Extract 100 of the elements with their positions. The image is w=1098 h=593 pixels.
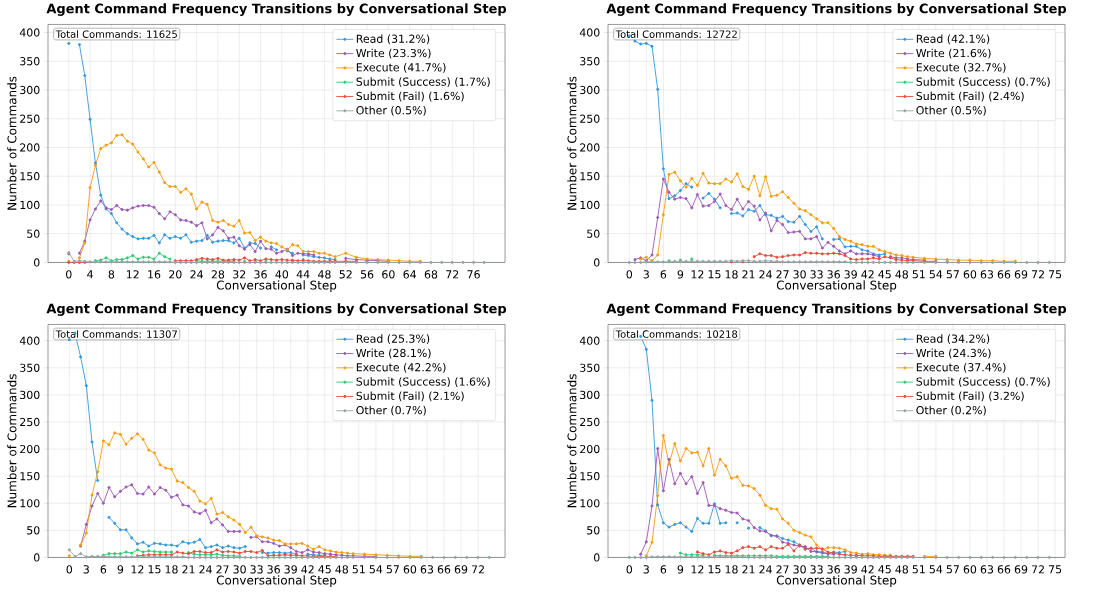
x-tick-label: 45 (318, 565, 331, 574)
y-tick-label: 400 (579, 336, 600, 345)
y-tick-label: 400 (19, 28, 40, 37)
x-tick-label: 72 (471, 565, 484, 574)
x-tick-label: 36 (827, 565, 840, 574)
x-tick-label: 40 (275, 270, 289, 279)
legend-label: Submit (Success) (0.7%) (916, 377, 1050, 387)
x-tick-label: 69 (1014, 565, 1028, 574)
x-tick-label: 15 (708, 565, 721, 574)
x-tick-label: 21 (742, 270, 755, 279)
x-tick-label: 69 (454, 565, 468, 574)
legend-label: Submit (Fail) (2.1%) (356, 391, 464, 402)
y-tick-label: 300 (20, 390, 40, 399)
y-axis-title: Number of Commands (7, 76, 17, 210)
legend-label: Execute (32.7%) (916, 62, 1006, 73)
x-axis-title: Conversational Step (216, 575, 337, 587)
x-tick-label: 27 (216, 565, 229, 574)
chart-title: Agent Command Frequency Transitions by Conversational Step (606, 3, 1067, 16)
legend-label: Submit (Success) (0.7%) (916, 77, 1050, 87)
y-tick-label: 0 (33, 553, 40, 562)
y-tick-label: 50 (27, 526, 40, 535)
x-tick-label: 9 (117, 565, 124, 574)
legend-label: Execute (37.4%) (916, 362, 1006, 373)
x-tick-label: 6 (100, 565, 107, 574)
x-tick-label: 12 (131, 565, 144, 574)
legend-label: Submit (Fail) (2.4%) (916, 91, 1024, 102)
x-tick-label: 63 (980, 270, 994, 279)
y-tick-label: 200 (580, 444, 600, 454)
x-tick-label: 36 (827, 270, 840, 279)
x-tick-label: 57 (386, 565, 399, 574)
legend-label: Other (0.5%) (356, 105, 426, 116)
x-tick-label: 60 (963, 565, 977, 574)
x-tick-label: 51 (912, 565, 925, 574)
annotation: Total Commands: 11625 (55, 29, 177, 38)
y-tick-label: 50 (587, 526, 600, 535)
x-tick-label: 0 (626, 270, 633, 279)
x-axis-title: Conversational Step (216, 280, 337, 292)
x-tick-label: 18 (725, 270, 738, 279)
y-tick-label: 150 (580, 171, 600, 181)
legend-label: Write (24.3%) (916, 348, 991, 359)
x-tick-label: 36 (254, 270, 267, 279)
x-tick-label: 6 (660, 270, 667, 279)
legend-label: Other (0.2%) (916, 405, 986, 416)
x-tick-label: 52 (339, 270, 352, 279)
y-tick-label: 150 (580, 471, 600, 481)
x-tick-label: 21 (182, 565, 195, 574)
x-tick-label: 72 (446, 270, 459, 279)
x-tick-label: 32 (233, 270, 246, 279)
y-tick-label: 50 (27, 229, 40, 238)
y-tick-label: 100 (580, 498, 600, 508)
y-tick-label: 100 (20, 200, 40, 209)
y-tick-label: 350 (20, 363, 40, 372)
y-tick-label: 0 (593, 553, 600, 562)
x-tick-label: 15 (708, 270, 721, 279)
y-axis-title: Number of Commands (567, 76, 577, 210)
x-tick-label: 36 (267, 565, 280, 574)
x-tick-label: 76 (467, 270, 480, 279)
x-tick-label: 75 (1049, 565, 1062, 574)
legend-label: Submit (Fail) (3.2%) (916, 391, 1024, 402)
x-tick-label: 66 (437, 565, 451, 574)
x-tick-label: 3 (643, 270, 649, 279)
x-tick-label: 66 (997, 270, 1011, 279)
x-tick-label: 24 (759, 270, 772, 279)
x-tick-label: 39 (844, 565, 857, 574)
y-axis-title: Number of Commands (567, 373, 577, 507)
x-tick-label: 18 (725, 565, 738, 574)
x-tick-label: 33 (250, 565, 263, 574)
x-tick-label: 48 (318, 270, 331, 279)
legend-label: Write (21.6%) (916, 48, 991, 59)
x-tick-label: 39 (284, 565, 297, 574)
y-tick-label: 200 (580, 143, 600, 152)
y-tick-label: 400 (19, 336, 40, 345)
x-axis-title: Conversational Step (776, 575, 897, 587)
x-tick-label: 12 (691, 565, 704, 574)
legend-label: Read (42.1%) (916, 34, 990, 44)
x-tick-label: 42 (301, 565, 314, 574)
y-tick-label: 350 (20, 56, 40, 66)
x-tick-label: 72 (1031, 270, 1044, 279)
chart-title: Agent Command Frequency Transitions by Conversational Step (606, 303, 1067, 316)
x-tick-label: 45 (878, 270, 891, 279)
x-tick-label: 54 (929, 565, 943, 574)
x-tick-label: 42 (861, 270, 874, 279)
x-tick-label: 4 (87, 270, 93, 278)
y-tick-label: 250 (20, 417, 40, 426)
legend-label: Execute (42.2%) (356, 362, 446, 373)
legend-label: Execute (41.7%) (356, 62, 446, 73)
x-tick-label: 48 (335, 565, 349, 574)
x-tick-label: 63 (420, 565, 434, 574)
x-tick-label: 75 (1049, 270, 1062, 279)
x-tick-label: 24 (759, 565, 772, 574)
annotation: Total Commands: 12722 (615, 29, 737, 38)
legend-label: Write (28.1%) (356, 348, 431, 359)
x-tick-label: 20 (169, 270, 182, 279)
x-tick-label: 33 (810, 270, 823, 279)
x-tick-label: 68 (424, 270, 438, 279)
x-tick-label: 28 (211, 270, 225, 279)
x-tick-label: 30 (233, 565, 246, 574)
y-tick-label: 250 (580, 114, 600, 123)
y-tick-label: 350 (580, 56, 600, 66)
y-tick-label: 300 (580, 390, 600, 399)
